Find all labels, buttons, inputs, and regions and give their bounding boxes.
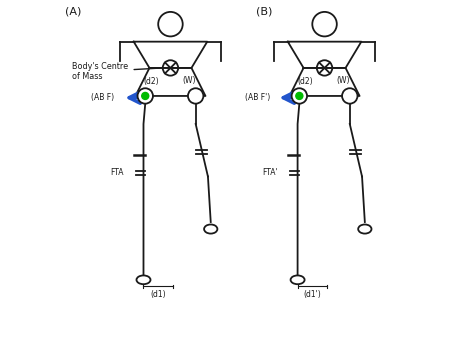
Text: (d2): (d2)	[298, 77, 313, 86]
Circle shape	[296, 92, 303, 100]
Circle shape	[342, 88, 357, 104]
Text: (B): (B)	[256, 7, 273, 17]
Text: (W): (W)	[337, 76, 350, 85]
Circle shape	[137, 88, 153, 104]
Text: FTA': FTA'	[263, 168, 278, 178]
Text: Body's Centre
of Mass: Body's Centre of Mass	[73, 62, 160, 81]
Text: (d1): (d1)	[151, 289, 166, 299]
Circle shape	[142, 92, 149, 100]
Text: (A): (A)	[65, 7, 82, 17]
Text: (d2): (d2)	[144, 77, 159, 86]
Circle shape	[292, 88, 307, 104]
Circle shape	[188, 88, 203, 104]
Text: (W): (W)	[182, 76, 196, 85]
Text: (d1'): (d1')	[304, 289, 321, 299]
Text: FTA: FTA	[111, 168, 124, 178]
Text: (AB F'): (AB F')	[245, 93, 270, 102]
Text: (AB F): (AB F)	[91, 93, 114, 102]
